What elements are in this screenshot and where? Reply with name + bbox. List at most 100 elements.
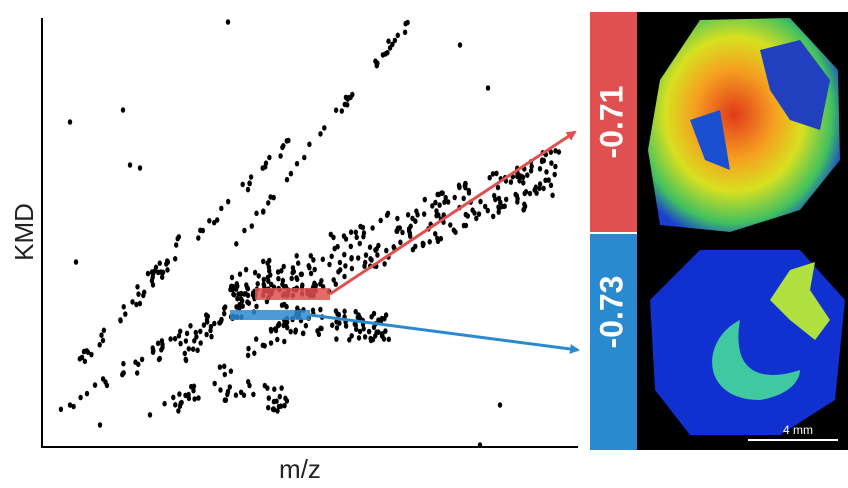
point — [235, 283, 240, 290]
point — [225, 19, 231, 25]
point — [383, 312, 389, 318]
tissue-detail — [712, 320, 800, 400]
point — [553, 148, 558, 154]
point — [357, 240, 362, 247]
point — [245, 299, 250, 305]
point — [448, 222, 453, 228]
point — [497, 402, 503, 408]
point — [528, 168, 534, 174]
point — [353, 229, 358, 236]
point — [318, 281, 323, 287]
point — [548, 182, 554, 189]
point — [123, 311, 128, 317]
point — [353, 308, 358, 315]
point — [97, 342, 102, 348]
point — [474, 215, 479, 222]
point — [519, 173, 524, 180]
scale-bar-label: 4 mm — [783, 423, 813, 437]
point — [391, 244, 396, 250]
point — [352, 321, 357, 327]
point — [527, 190, 533, 197]
point — [307, 141, 312, 148]
point — [529, 163, 534, 170]
point — [276, 322, 281, 329]
point — [318, 131, 323, 137]
point — [121, 360, 126, 367]
point — [160, 269, 166, 276]
point — [204, 317, 210, 323]
point — [373, 58, 378, 64]
point — [269, 281, 274, 288]
point — [552, 171, 557, 178]
point — [308, 270, 314, 277]
point — [234, 304, 239, 310]
point — [139, 356, 145, 363]
red-selection — [255, 288, 330, 300]
point — [272, 386, 277, 393]
point — [79, 354, 85, 361]
point — [212, 380, 217, 387]
point — [71, 403, 76, 410]
point — [282, 338, 287, 345]
point — [286, 137, 291, 144]
point — [193, 329, 198, 336]
point — [183, 338, 189, 344]
point — [168, 336, 173, 342]
point — [439, 190, 444, 196]
point — [330, 322, 335, 329]
point — [537, 166, 543, 172]
x-axis-label: m/z — [279, 454, 321, 484]
point — [402, 29, 408, 36]
point — [240, 181, 245, 188]
point — [237, 271, 243, 278]
point — [176, 408, 181, 414]
point — [275, 336, 280, 343]
point — [279, 268, 284, 274]
point — [433, 231, 438, 237]
point — [319, 325, 324, 332]
point — [280, 144, 285, 151]
point — [130, 299, 135, 305]
point — [266, 404, 271, 411]
point — [227, 384, 232, 390]
point — [349, 265, 355, 272]
point — [525, 172, 530, 178]
tissue-image — [650, 250, 845, 435]
point — [174, 242, 179, 248]
point — [284, 303, 289, 310]
point — [182, 350, 187, 357]
point — [189, 383, 194, 390]
point — [349, 333, 354, 339]
point — [386, 38, 391, 44]
point — [334, 336, 339, 342]
point — [177, 391, 182, 397]
point — [279, 302, 285, 309]
point — [422, 211, 427, 217]
point — [92, 382, 98, 388]
point — [183, 356, 188, 363]
y-axis-label: KMD — [9, 203, 39, 261]
point — [348, 94, 353, 101]
point — [173, 402, 178, 408]
point — [247, 382, 252, 389]
point — [427, 239, 432, 245]
point — [145, 270, 151, 277]
point — [361, 326, 366, 332]
point — [276, 275, 281, 282]
point — [303, 322, 309, 329]
point — [384, 247, 389, 254]
point — [369, 257, 374, 263]
point — [73, 259, 79, 265]
point — [485, 85, 491, 91]
point — [446, 199, 451, 205]
point — [312, 266, 317, 273]
point — [398, 239, 403, 246]
point — [252, 350, 257, 357]
point — [231, 292, 237, 298]
point — [247, 180, 252, 187]
point — [356, 335, 362, 341]
point — [299, 271, 304, 278]
point — [254, 210, 259, 217]
point — [333, 281, 338, 288]
point — [437, 202, 442, 208]
